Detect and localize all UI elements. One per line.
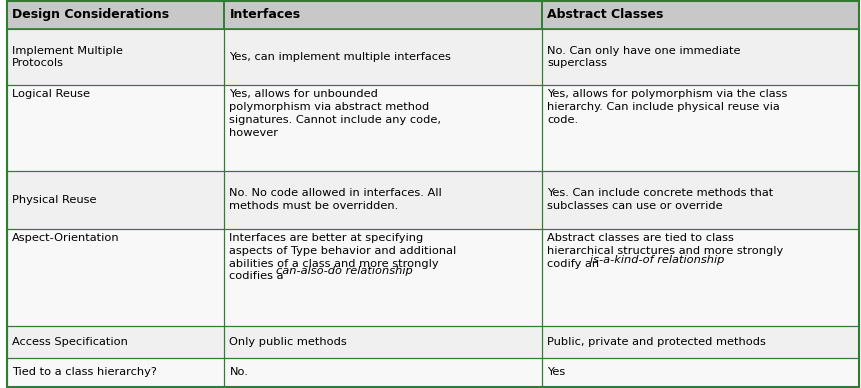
Bar <box>224 326 542 358</box>
Bar <box>7 358 224 387</box>
Bar <box>224 170 542 229</box>
Text: Physical Reuse: Physical Reuse <box>12 195 96 205</box>
Text: Interfaces: Interfaces <box>229 9 300 21</box>
Bar <box>542 229 858 326</box>
Text: Design Considerations: Design Considerations <box>12 9 169 21</box>
Text: No. Can only have one immediate
superclass: No. Can only have one immediate supercla… <box>547 46 740 68</box>
Text: Logical Reuse: Logical Reuse <box>12 89 90 99</box>
Bar <box>542 358 858 387</box>
Bar <box>7 85 224 170</box>
Text: Yes. Can include concrete methods that
subclasses can use or override: Yes. Can include concrete methods that s… <box>547 188 773 211</box>
Bar <box>7 1 224 29</box>
Text: Tied to a class hierarchy?: Tied to a class hierarchy? <box>12 367 157 377</box>
Bar <box>542 1 858 29</box>
Bar <box>7 229 224 326</box>
Text: Yes, allows for polymorphism via the class
hierarchy. Can include physical reuse: Yes, allows for polymorphism via the cla… <box>547 89 787 125</box>
Text: can-also-do relationship: can-also-do relationship <box>276 266 412 276</box>
Text: Abstract Classes: Abstract Classes <box>547 9 663 21</box>
Bar <box>7 29 224 85</box>
Text: Public, private and protected methods: Public, private and protected methods <box>547 337 765 346</box>
Text: Abstract classes are tied to class
hierarchical structures and more strongly
cod: Abstract classes are tied to class hiera… <box>547 233 783 268</box>
Text: is-a-kind-of relationship: is-a-kind-of relationship <box>590 255 723 265</box>
Bar <box>224 229 542 326</box>
Text: Yes, can implement multiple interfaces: Yes, can implement multiple interfaces <box>229 52 451 62</box>
Bar <box>224 29 542 85</box>
Bar <box>542 326 858 358</box>
Text: Implement Multiple
Protocols: Implement Multiple Protocols <box>12 46 123 68</box>
Bar <box>224 358 542 387</box>
Text: No.: No. <box>229 367 248 377</box>
Bar <box>7 326 224 358</box>
Text: Yes: Yes <box>547 367 565 377</box>
Bar <box>224 85 542 170</box>
Text: No. No code allowed in interfaces. All
methods must be overridden.: No. No code allowed in interfaces. All m… <box>229 188 442 211</box>
Bar <box>224 1 542 29</box>
Text: Only public methods: Only public methods <box>229 337 347 346</box>
Text: Yes, allows for unbounded
polymorphism via abstract method
signatures. Cannot in: Yes, allows for unbounded polymorphism v… <box>229 89 441 138</box>
Bar <box>542 170 858 229</box>
Bar <box>7 170 224 229</box>
Bar <box>542 85 858 170</box>
Bar <box>542 29 858 85</box>
Text: Interfaces are better at specifying
aspects of Type behavior and additional
abil: Interfaces are better at specifying aspe… <box>229 233 456 281</box>
Text: Access Specification: Access Specification <box>12 337 127 346</box>
Text: Aspect-Orientation: Aspect-Orientation <box>12 233 120 243</box>
